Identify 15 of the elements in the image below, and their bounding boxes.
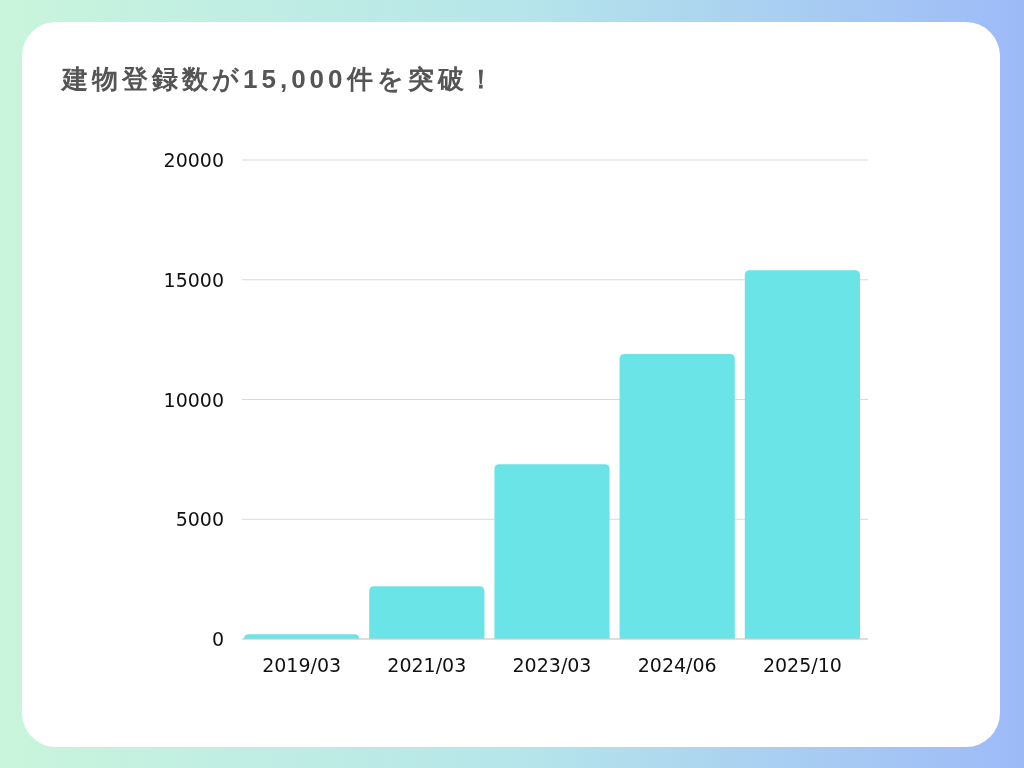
chart-title: 建物登録数が15,000件を突破！	[60, 64, 498, 94]
bar	[369, 586, 485, 639]
x-tick-label: 2024/06	[637, 654, 717, 676]
y-tick-label: 0	[211, 628, 224, 650]
x-tick-label: 2025/10	[762, 654, 842, 676]
y-tick-label: 15000	[163, 268, 224, 291]
x-tick-label: 2023/03	[512, 654, 592, 676]
y-tick-label: 20000	[163, 149, 224, 171]
bar	[619, 354, 735, 639]
x-tick-label: 2019/03	[262, 654, 342, 676]
bar	[494, 464, 610, 639]
y-tick-label: 10000	[163, 388, 224, 411]
x-tick-label: 2021/03	[387, 654, 467, 676]
y-tick-label: 5000	[175, 508, 224, 531]
bar	[744, 270, 860, 639]
